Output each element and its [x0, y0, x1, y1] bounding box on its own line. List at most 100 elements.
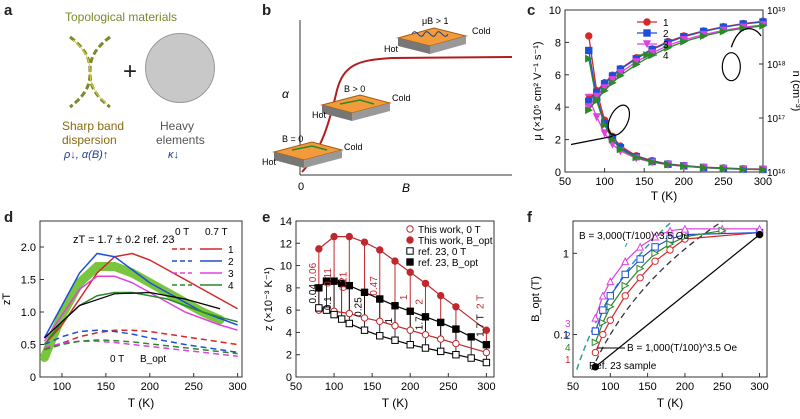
e-ref-bopt-point	[376, 295, 384, 303]
c-legend-label: 2	[663, 29, 669, 40]
e-ref-bopt-point	[421, 313, 430, 321]
e-legend-marker	[406, 258, 414, 266]
f-point	[606, 316, 615, 324]
f-series-label: 4	[565, 343, 571, 354]
c-n-point	[680, 37, 689, 46]
f-point	[651, 232, 660, 241]
f-point	[591, 363, 600, 371]
c-n-point	[664, 43, 673, 52]
d-ytick-label: 0.5	[21, 340, 36, 352]
f-annotation-3000-arrow	[624, 242, 628, 248]
c-ytick-label: 2	[555, 135, 561, 147]
c-mu-point	[585, 46, 593, 55]
slab1-cold: Cold	[392, 93, 411, 103]
c-ytick-label: 0	[555, 167, 561, 179]
f-point	[665, 226, 675, 235]
c-mu-point	[600, 121, 609, 130]
e-this-zero-point	[360, 314, 369, 322]
f-point	[591, 313, 600, 322]
f-point	[718, 226, 727, 235]
c-n-point	[616, 71, 625, 80]
c-legend-marker	[643, 29, 651, 37]
e-legend-label: This work, B_opt	[418, 236, 493, 247]
f-point	[621, 292, 629, 300]
e-ytick-label: 4	[286, 327, 292, 339]
c-xtick-label: 200	[675, 176, 693, 188]
e-ref-bopt-point	[322, 277, 331, 285]
c-left-arrow	[570, 135, 613, 146]
e-legend-marker	[406, 236, 414, 244]
f-point	[621, 270, 629, 279]
f-annotation-1000: B = 1,000(T/100)^3.5 Oe	[627, 343, 737, 354]
f-xtick-label: 200	[676, 381, 694, 393]
d-xtick-label: 250	[185, 381, 203, 393]
e-this-bopt-point	[436, 291, 445, 300]
e-red-field-label: 2 T	[475, 295, 486, 309]
d-ylabel: zT	[1, 293, 13, 306]
f-ylabel: B_opt (T)	[530, 276, 542, 322]
panel-a-title: Topological materials	[65, 10, 178, 24]
c-xtick-label: 100	[595, 176, 613, 188]
c-n-point	[592, 95, 601, 104]
c-y2tick-label: 10¹⁹	[767, 6, 786, 17]
c-legend-label: 1	[663, 18, 669, 29]
f-line-4	[594, 230, 723, 343]
c-mu-point	[719, 164, 728, 173]
slab-zero-field	[272, 141, 344, 168]
e-black-field-label: 0.1	[323, 296, 334, 310]
d-legend-header-0: 0 T	[175, 227, 189, 238]
e-legend-marker	[406, 225, 414, 233]
b-xtick: 0	[298, 181, 304, 193]
e-ref-zero-point	[330, 310, 338, 319]
f-xlabel: T (K)	[657, 396, 683, 410]
slab1-field: B > 0	[344, 84, 365, 94]
f-series-label: 2	[565, 331, 571, 342]
e-red-field-label: 2	[414, 299, 425, 305]
c-legend-marker	[643, 50, 652, 60]
e-this-zero-point	[345, 309, 354, 318]
e-xtick-label: 250	[439, 381, 457, 393]
e-this-zero-point	[406, 326, 414, 334]
d-legend-label: 3	[228, 269, 234, 280]
c-legend-marker	[642, 40, 652, 49]
e-legend-label: ref. 23, B_opt	[418, 258, 478, 269]
e-ref-zero-point	[337, 315, 346, 323]
f-line-3	[594, 228, 760, 319]
e-this-bopt-point	[482, 326, 491, 334]
c-mu-ellipse	[607, 104, 631, 136]
f-xtick-label: 300	[750, 381, 768, 393]
c-n-point	[632, 60, 641, 69]
c-mu-point	[664, 160, 673, 169]
f-line-2	[594, 231, 760, 332]
f-point	[591, 348, 600, 357]
slab2-field: μB > 1	[422, 16, 448, 26]
c-n-point	[699, 31, 708, 41]
e-ytick-label: 2	[286, 350, 292, 362]
e-black-field-label: 1.7 T	[475, 314, 486, 337]
f-point	[755, 230, 764, 239]
e-xtick-label: 50	[290, 381, 302, 393]
e-legend-marker	[406, 247, 414, 255]
e-ref-zero-point	[467, 354, 475, 362]
panel-label-f: f	[527, 209, 532, 226]
e-ref-bopt-point	[391, 301, 399, 310]
e-ytick-label: 10	[280, 261, 292, 273]
f-line-Ref. 23 sample	[595, 234, 760, 368]
c-y2tick-label: 10¹⁸	[767, 60, 786, 71]
b-xlabel: B	[402, 181, 410, 195]
panel-label-b: b	[262, 2, 272, 19]
f-plot-frame	[572, 220, 768, 378]
d-ytick-label: 0	[30, 372, 36, 384]
c-mu-point	[608, 135, 617, 144]
f-xtick-label: 100	[601, 381, 619, 393]
c-n-line-1	[588, 20, 764, 100]
d-ytick-label: 1.0	[21, 307, 36, 319]
d-legend-label: 4	[228, 281, 234, 292]
e-this-bopt-point	[376, 246, 384, 254]
c-mu-point	[739, 165, 748, 174]
e-ref-zero-point	[421, 344, 430, 352]
c-xtick-label: 300	[754, 176, 772, 188]
slab-high-field	[396, 27, 468, 54]
